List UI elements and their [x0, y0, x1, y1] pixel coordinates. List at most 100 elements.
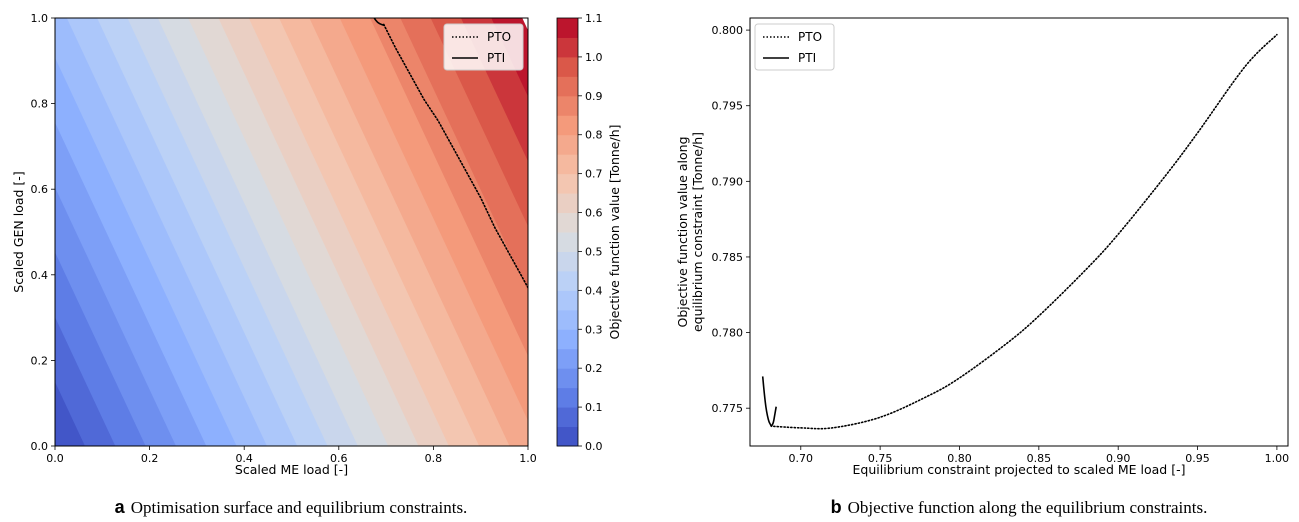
contour-band: [66, 18, 298, 446]
contour-band: [97, 18, 329, 446]
panel-a-x-tick-label: 0.0: [46, 452, 64, 465]
panel-b-series: [761, 33, 1278, 430]
panel-b-ylabel-line1: Objective function value along: [675, 136, 690, 327]
panel-b-y-tick-label: 0.780: [712, 327, 744, 340]
colorbar-tick-label: 0.4: [585, 284, 603, 297]
panel-a-contour-plot: 0.0 0.2 0.4 0.6 0.8 1.0 0.0 0.2 0.4 0.6 0.8 1.0 Sc…: [11, 12, 622, 517]
colorbar-segment: [557, 251, 578, 272]
colorbar-segment: [557, 270, 578, 291]
panel-a-legend: PTO PTI: [443, 23, 524, 71]
colorbar-tick-label: 0.5: [585, 245, 603, 258]
panel-a-x-tick-label: 0.6: [330, 452, 348, 465]
panel-a-y-tick-label: 0.2: [31, 354, 49, 367]
panel-a-x-tick-label: 0.4: [235, 452, 253, 465]
colorbar-segment: [557, 76, 578, 97]
panel-b-x-tick-label: 1.00: [1265, 452, 1290, 465]
panel-b-y-ticks: 0.775 0.780 0.785 0.790 0.795 0.800: [712, 24, 750, 415]
panel-b-x-tick-label: 0.75: [868, 452, 893, 465]
colorbar-tick-label: 1.1: [585, 12, 603, 25]
colorbar-tick-label: 0.0: [585, 440, 603, 453]
legend-pti-label: PTI: [798, 51, 816, 65]
contour-band: [339, 18, 528, 421]
colorbar-segment: [557, 407, 578, 428]
colorbar-segment: [557, 154, 578, 175]
contour-fill: [55, 18, 528, 446]
colorbar-ticks: 0.0 0.1 0.2 0.3 0.4 0.5 0.6 0.7 0.8 0.9 1.0 1.1: [578, 12, 603, 453]
pti-curve: [761, 376, 777, 428]
colorbar-frame: [556, 17, 579, 447]
legend-box: [754, 23, 835, 71]
caption-a: a Optimisation surface and equilibrium co…: [115, 497, 468, 517]
legend-pto-label: PTO: [798, 30, 822, 44]
colorbar-segment: [557, 290, 578, 311]
contour-band: [55, 18, 268, 446]
colorbar-segment: [557, 134, 578, 155]
panel-b-y-tick-label: 0.800: [712, 24, 744, 37]
caption-a-text: Optimisation surface and equilibrium con…: [131, 498, 468, 517]
legend-pti-label: PTI: [487, 51, 505, 65]
panel-b-y-tick-label: 0.785: [712, 251, 744, 264]
panel-a-frame: [54, 17, 529, 447]
panel-a-y-tick-label: 1.0: [31, 12, 49, 25]
colorbar-tick-label: 0.8: [585, 129, 603, 142]
panel-b-x-tick-label: 0.85: [1027, 452, 1052, 465]
colorbar-tick-label: 0.6: [585, 207, 603, 220]
panel-a-x-ticks: 0.0 0.2 0.4 0.6 0.8 1.0: [46, 446, 537, 465]
colorbar-segment: [557, 37, 578, 58]
contour-band: [218, 18, 450, 446]
contour-band: [157, 18, 389, 446]
colorbar-segment: [557, 173, 578, 194]
panel-a-y-tick-label: 0.8: [31, 98, 49, 111]
colorbar-tick-label: 0.9: [585, 90, 603, 103]
contour-band: [127, 18, 359, 446]
colorbar-tick-label: 0.3: [585, 323, 603, 336]
colorbar-segment: [557, 329, 578, 350]
colorbar-tick-label: 1.0: [585, 51, 603, 64]
colorbar-tick-label: 0.7: [585, 168, 603, 181]
caption-b-text: Objective function along the equilibrium…: [848, 498, 1208, 517]
colorbar-segment: [557, 348, 578, 369]
panel-a-x-tick-label: 0.8: [425, 452, 443, 465]
contour-band: [248, 18, 480, 446]
panel-b-y-tick-label: 0.790: [712, 175, 744, 188]
colorbar-segment: [557, 115, 578, 136]
colorbar-segment: [557, 232, 578, 252]
panel-a-x-tick-label: 0.2: [141, 452, 159, 465]
panel-b-y-tick-label: 0.795: [712, 100, 744, 113]
panel-a-xlabel: Scaled ME load [-]: [235, 462, 348, 477]
panel-b-x-ticks: 0.70 0.75 0.80 0.85 0.90 0.95 1.00: [789, 446, 1290, 465]
contour-band: [188, 18, 420, 446]
colorbar-label: Objective function value [Tonne/h]: [607, 125, 622, 340]
panel-b-x-tick-label: 0.70: [789, 452, 814, 465]
legend-box: [443, 23, 524, 71]
panel-a-ylabel: Scaled GEN load [-]: [11, 171, 26, 292]
legend-pto-label: PTO: [487, 30, 511, 44]
panel-b-x-tick-label: 0.80: [947, 452, 972, 465]
panel-b-line-plot: 0.70 0.75 0.80 0.85 0.90 0.95 1.00 0.7750.7800…: [675, 17, 1290, 517]
colorbar-segment: [557, 309, 578, 330]
caption-b-letter: b: [831, 497, 842, 517]
contour-band: [400, 18, 528, 291]
panel-a-y-tick-label: 0.6: [31, 183, 49, 196]
panel-b-x-tick-label: 0.90: [1106, 452, 1131, 465]
colorbar-segment: [557, 426, 578, 447]
panel-a-series: [373, 18, 528, 289]
colorbar-segment: [557, 95, 578, 116]
panel-b-y-tick-label: 0.775: [712, 402, 744, 415]
panel-b-ylabel-line2: equilibrium constraint [Tonne/h]: [690, 132, 705, 332]
pto-curve: [773, 33, 1278, 430]
panel-a-y-ticks: 0.0 0.2 0.4 0.6 0.8 1.0: [31, 12, 55, 453]
colorbar-segment: [557, 193, 578, 214]
pti-curve: [373, 18, 385, 27]
panel-b-x-tick-label: 0.95: [1185, 452, 1210, 465]
panel-b-legend: PTO PTI: [754, 23, 835, 71]
panel-b-xlabel: Equilibrium constraint projected to scal…: [853, 462, 1186, 477]
colorbar-segment: [557, 212, 578, 233]
contour-band: [279, 18, 511, 446]
contour-band: [369, 18, 528, 356]
colorbar-segment: [557, 18, 578, 38]
caption-a-letter: a: [115, 497, 126, 517]
colorbar-tick-label: 0.2: [585, 362, 603, 375]
colorbar: [557, 18, 578, 447]
